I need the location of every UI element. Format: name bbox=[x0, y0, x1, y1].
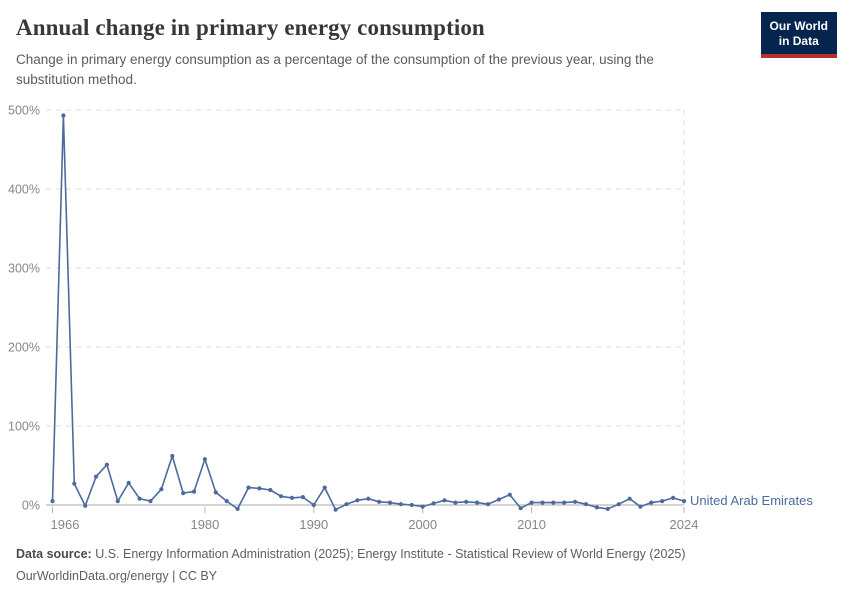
data-point-2001 bbox=[431, 501, 436, 506]
data-point-1993 bbox=[344, 502, 349, 507]
data-point-2010 bbox=[529, 500, 534, 505]
data-point-2012 bbox=[551, 500, 556, 505]
data-point-1973 bbox=[126, 480, 131, 485]
data-point-1976 bbox=[159, 487, 164, 492]
data-point-1997 bbox=[387, 500, 393, 505]
y-axis-tick-label-0: 0% bbox=[22, 499, 40, 513]
data-point-2015 bbox=[583, 502, 589, 507]
data-point-1988 bbox=[289, 495, 295, 500]
data-point-2004 bbox=[464, 499, 469, 504]
data-point-2005 bbox=[475, 500, 480, 505]
owid-logo-line2: in Data bbox=[778, 34, 819, 48]
data-point-1999 bbox=[409, 502, 414, 508]
chart-footer: Data source: U.S. Energy Information Adm… bbox=[16, 544, 686, 588]
data-point-2007 bbox=[496, 497, 501, 502]
data-point-1977 bbox=[170, 453, 175, 459]
data-point-1989 bbox=[300, 495, 305, 500]
data-point-1978 bbox=[181, 491, 186, 496]
data-source-label: Data source: bbox=[16, 547, 92, 561]
chart-header: Annual change in primary energy consumpt… bbox=[16, 14, 760, 90]
y-axis-tick-label-100: 100% bbox=[8, 420, 40, 434]
y-axis-tick-label-400: 400% bbox=[8, 183, 40, 197]
data-point-1994 bbox=[355, 498, 360, 503]
data-point-2024 bbox=[681, 499, 687, 504]
data-point-1992 bbox=[333, 507, 338, 512]
data-point-2016 bbox=[594, 505, 600, 510]
chart-title: Annual change in primary energy consumpt… bbox=[16, 15, 485, 40]
license-line: OurWorldinData.org/energy | CC BY bbox=[16, 568, 218, 583]
data-point-2008 bbox=[507, 492, 512, 497]
data-point-1986 bbox=[268, 487, 273, 493]
x-axis-tick-label-2024: 2024 bbox=[670, 517, 699, 532]
series-line-united-arab-emirates bbox=[51, 114, 685, 511]
data-point-1991 bbox=[322, 485, 327, 490]
y-axis-tick-label-500: 500% bbox=[8, 104, 40, 118]
data-point-1975 bbox=[148, 499, 153, 504]
data-point-1983 bbox=[235, 506, 240, 511]
x-axis-tick-label-1966: 1966 bbox=[51, 517, 80, 532]
data-point-1968 bbox=[72, 481, 77, 486]
data-point-2017 bbox=[605, 506, 610, 511]
series-label-united-arab-emirates[interactable]: United Arab Emirates bbox=[690, 493, 813, 508]
data-point-2022 bbox=[660, 499, 665, 504]
data-point-2009 bbox=[518, 506, 523, 511]
data-point-1987 bbox=[279, 494, 284, 499]
data-point-1970 bbox=[94, 474, 99, 479]
y-axis-tick-label-200: 200% bbox=[8, 341, 40, 355]
data-point-1982 bbox=[224, 499, 229, 504]
data-point-2019 bbox=[627, 496, 632, 501]
y-axis-tick-label-300: 300% bbox=[8, 262, 40, 276]
data-point-2011 bbox=[540, 500, 545, 505]
data-point-1996 bbox=[377, 499, 382, 504]
data-point-2013 bbox=[562, 500, 567, 505]
data-point-2000 bbox=[420, 504, 425, 509]
x-axis-tick-label-2000: 2000 bbox=[408, 517, 437, 532]
data-point-1984 bbox=[246, 485, 251, 490]
data-point-1979 bbox=[191, 489, 197, 494]
data-point-1972 bbox=[115, 499, 120, 504]
data-point-2018 bbox=[616, 502, 621, 507]
data-point-1998 bbox=[398, 502, 403, 507]
data-point-1985 bbox=[257, 486, 262, 491]
data-point-1995 bbox=[366, 496, 371, 501]
data-point-1969 bbox=[83, 503, 88, 508]
data-source-line: Data source: U.S. Energy Information Adm… bbox=[16, 544, 686, 566]
data-point-2021 bbox=[649, 500, 654, 505]
data-point-2002 bbox=[442, 498, 447, 503]
line-chart[interactable]: 0% 100% 200% 300% 400% 500% 1966 1980 1990 2000 20… bbox=[0, 95, 850, 545]
x-axis-tick-label-2010: 2010 bbox=[517, 517, 546, 532]
data-point-1980 bbox=[202, 457, 207, 462]
data-point-2006 bbox=[485, 502, 491, 507]
chart-subtitle: Change in primary energy consumption as … bbox=[16, 51, 654, 87]
data-point-1981 bbox=[213, 490, 218, 495]
data-point-1967 bbox=[61, 113, 66, 118]
data-point-2020 bbox=[638, 504, 643, 509]
data-point-1990 bbox=[311, 502, 316, 508]
data-point-1974 bbox=[137, 496, 142, 501]
x-axis-tick-label-1980: 1980 bbox=[190, 517, 219, 532]
owid-logo-line1: Our World bbox=[769, 19, 828, 33]
owid-logo[interactable]: Our World in Data bbox=[760, 12, 837, 58]
data-point-1966 bbox=[50, 499, 55, 504]
data-point-2014 bbox=[573, 499, 578, 504]
data-point-1971 bbox=[104, 462, 109, 467]
data-source-text: U.S. Energy Information Administration (… bbox=[91, 547, 686, 561]
data-point-2003 bbox=[453, 500, 458, 505]
data-point-2023 bbox=[671, 495, 676, 500]
x-axis-tick-label-1990: 1990 bbox=[299, 517, 328, 532]
